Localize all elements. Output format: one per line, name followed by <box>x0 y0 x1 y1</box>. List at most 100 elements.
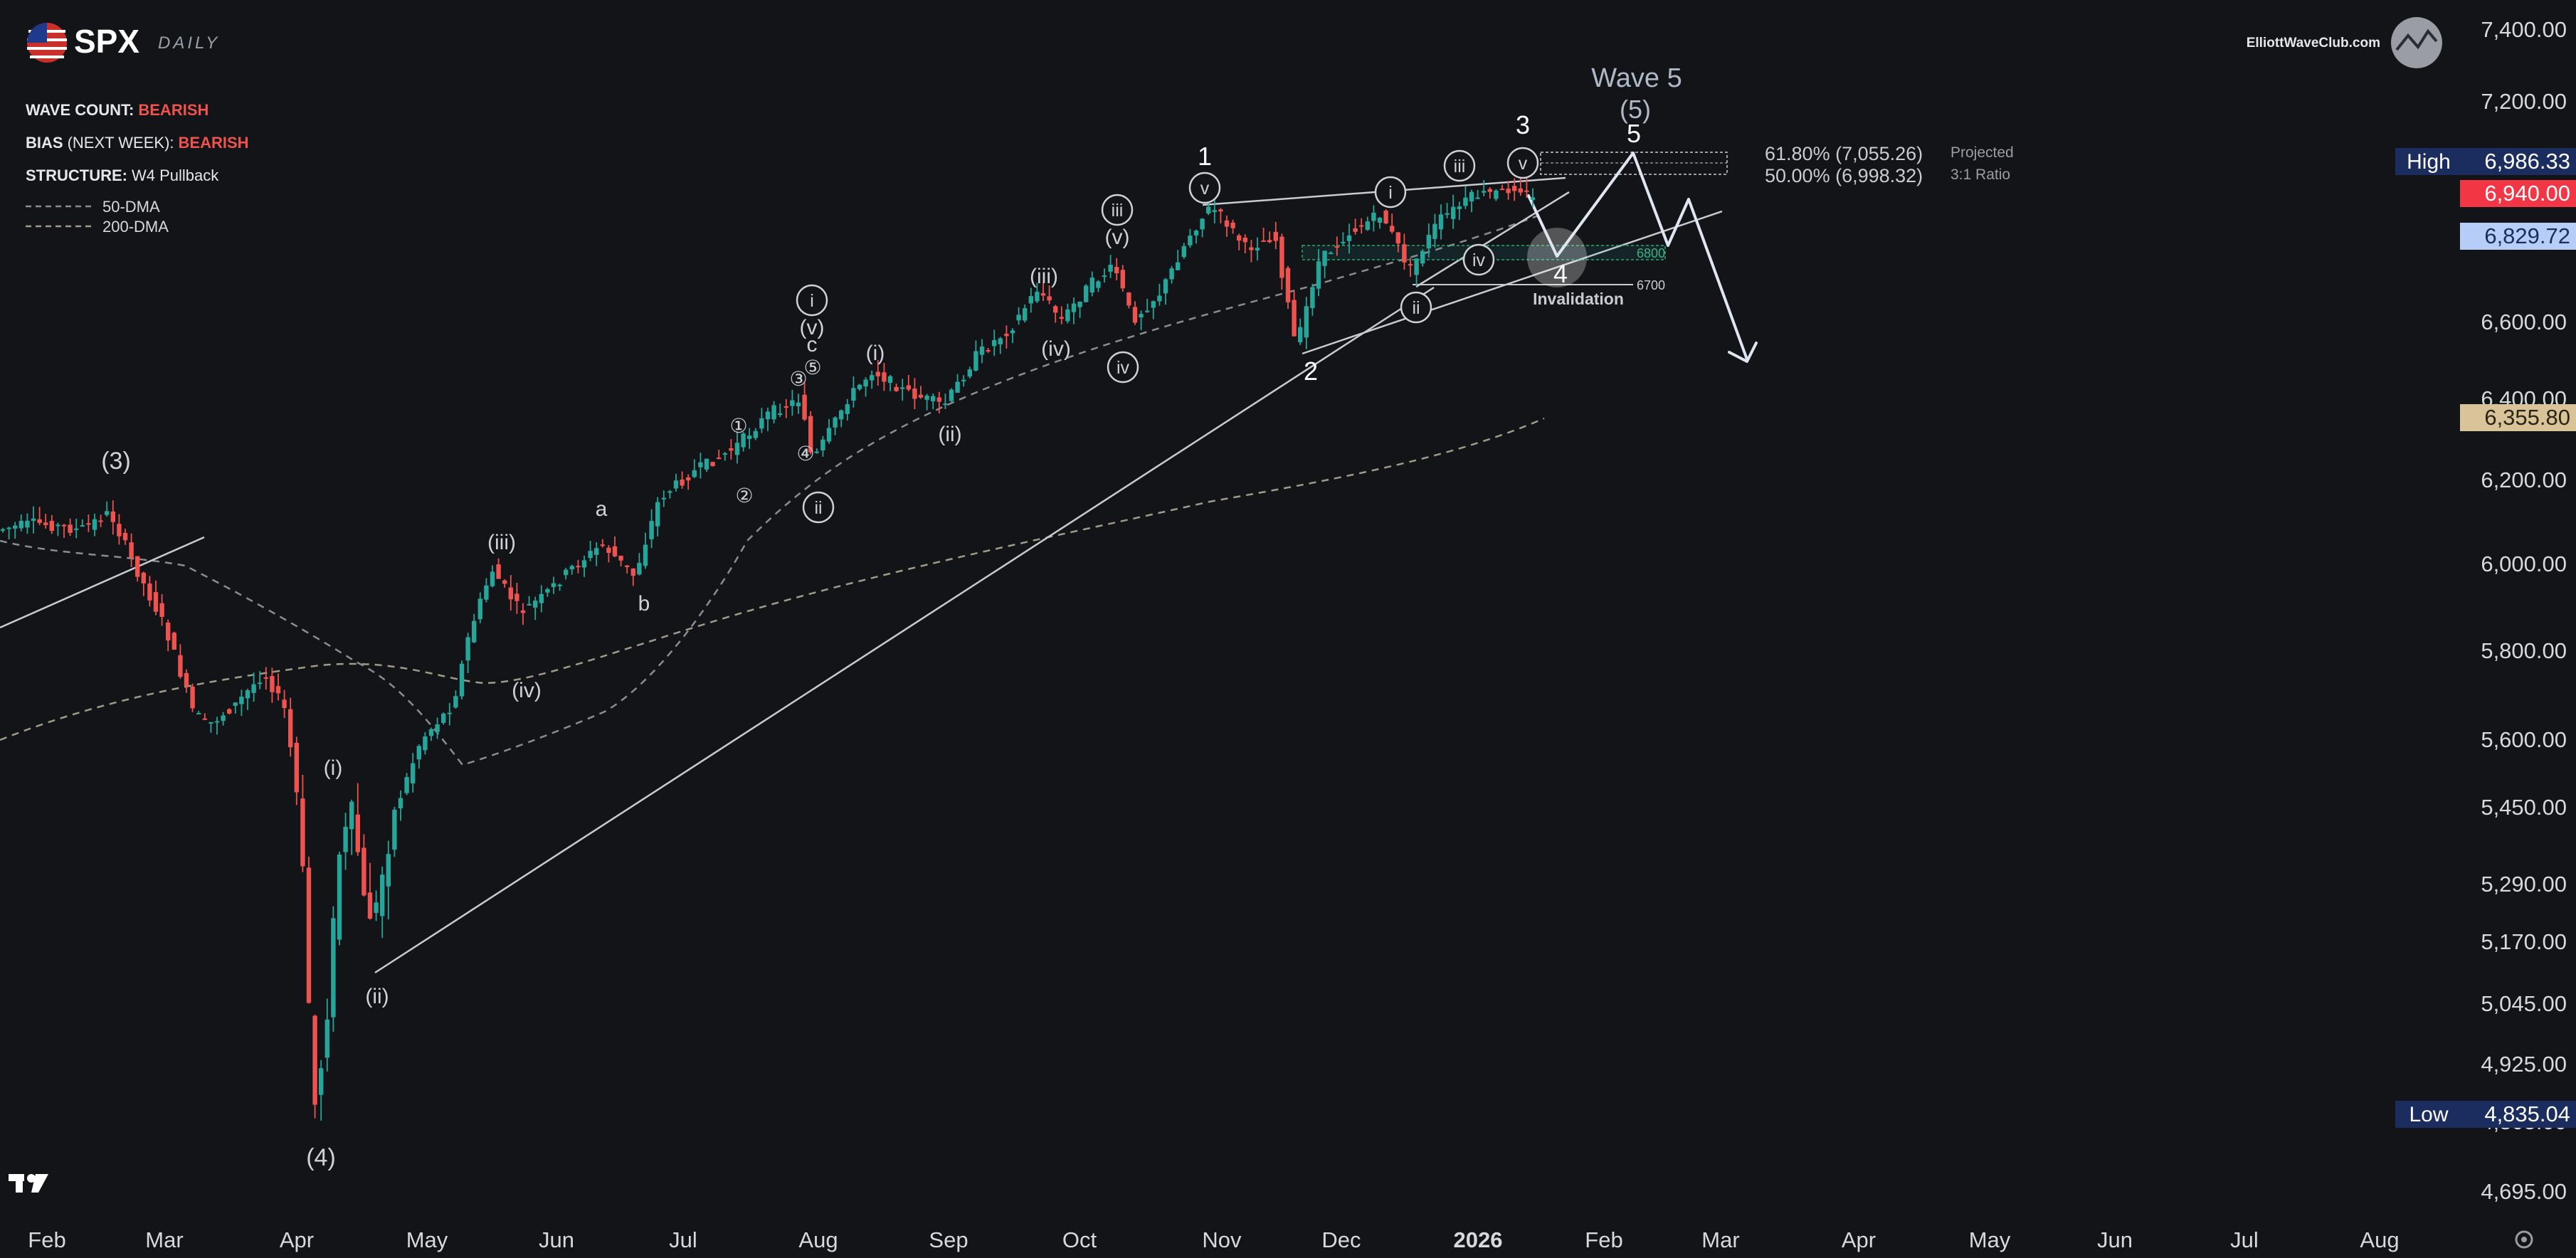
candle <box>875 360 880 386</box>
candle <box>1463 186 1468 209</box>
candle <box>214 717 220 735</box>
brand-logo-icon <box>2391 17 2442 68</box>
candle <box>68 518 73 536</box>
candle <box>1445 203 1450 218</box>
price-tag-value: 6,355.80 <box>2484 405 2570 430</box>
candle <box>0 527 6 533</box>
candle <box>1157 283 1162 306</box>
price-tick: 5,045.00 <box>2481 991 2567 1016</box>
circled-label-r_iii: iii <box>1443 149 1476 182</box>
candle <box>1365 216 1370 231</box>
candle <box>190 683 195 712</box>
tradingview-logo-icon <box>9 1174 48 1193</box>
candle <box>557 583 562 591</box>
candle <box>973 340 978 371</box>
candle <box>1071 297 1077 324</box>
candle <box>1212 197 1217 223</box>
candle <box>1383 209 1388 225</box>
price-tag: 6,940.00 <box>2460 180 2576 207</box>
candle <box>741 431 746 452</box>
candle <box>1530 188 1536 208</box>
candle <box>1426 223 1431 258</box>
candle <box>992 329 997 356</box>
candle <box>441 712 446 725</box>
candle <box>1377 216 1383 229</box>
candle <box>196 711 201 715</box>
candle <box>1506 181 1511 200</box>
candle <box>1487 187 1492 199</box>
candle <box>931 393 936 410</box>
candle <box>1126 292 1131 309</box>
time-tick: 2026 <box>1454 1227 1503 1252</box>
price-tick: 4,695.00 <box>2481 1179 2567 1204</box>
candle <box>1524 177 1529 199</box>
chart-header: SPX DAILY <box>27 23 220 63</box>
level-6700-label: 6700 <box>1637 278 1665 292</box>
legend-200-label: 200-DMA <box>102 218 169 236</box>
time-axis: Feb Mar Apr May Jun Jul Aug Sep Oct Nov Dec 2026 Feb… <box>28 1227 2399 1252</box>
candle <box>56 522 60 536</box>
wave-label-iv-jun: (iv) <box>512 679 542 702</box>
candle <box>722 452 727 461</box>
time-tick: Jun <box>2097 1227 2133 1252</box>
price-tag: High 6,986.33 <box>2395 148 2576 175</box>
timeframe-label: DAILY <box>158 33 220 53</box>
candle <box>166 619 171 652</box>
candle <box>882 363 887 391</box>
time-tick: Feb <box>28 1227 65 1252</box>
candle <box>1108 255 1113 278</box>
candle <box>900 379 905 401</box>
candle <box>159 593 164 626</box>
time-tick: Sep <box>929 1227 968 1252</box>
candle <box>1151 300 1156 319</box>
circled-label-r_i: i <box>796 284 828 317</box>
candle <box>698 453 703 479</box>
candle <box>686 474 691 490</box>
candle <box>312 1014 317 1119</box>
price-tick: 5,450.00 <box>2481 795 2567 820</box>
candle <box>1053 305 1058 323</box>
wave-label-iii-may: (iii) <box>487 531 516 554</box>
price-tag-value: 6,829.72 <box>2484 223 2570 248</box>
candle <box>667 490 672 499</box>
dma-50-line <box>0 212 1545 766</box>
candle <box>734 431 740 464</box>
candle <box>551 576 556 594</box>
candle <box>1102 268 1107 283</box>
wave-label-ii-apr: (ii) <box>365 985 389 1008</box>
time-tick: Mar <box>145 1227 183 1252</box>
price-tick: 4,925.00 <box>2481 1052 2567 1077</box>
svg-text:i: i <box>810 291 814 311</box>
candle <box>465 633 470 674</box>
candle <box>208 722 213 733</box>
candle <box>1163 278 1168 305</box>
time-tick: Feb <box>1585 1227 1622 1252</box>
candle <box>1494 189 1499 201</box>
price-tag: Low 4,835.04 <box>2395 1101 2576 1128</box>
bias-value: BEARISH <box>179 134 249 152</box>
candle <box>404 773 409 796</box>
fib-500-label: 50.00% (6,998.32) <box>1765 165 1923 186</box>
candle <box>576 559 581 574</box>
settings-gear-icon[interactable] <box>2515 1230 2533 1249</box>
wave-label-b: b <box>638 592 650 615</box>
circled-label-r_iii: iii <box>1101 194 1134 226</box>
candle <box>1451 194 1456 229</box>
brand-name: ElliottWaveClub.com <box>2247 36 2380 51</box>
candle <box>936 391 941 414</box>
candle <box>319 1059 324 1121</box>
invalidation-label: Invalidation <box>1533 290 1624 308</box>
circled-label-r_v: v <box>1188 171 1221 204</box>
candle <box>870 370 875 389</box>
wave-label-i-apr: (i) <box>324 756 343 780</box>
svg-text:iii: iii <box>1112 201 1124 221</box>
svg-text:v: v <box>1519 154 1528 174</box>
candle <box>98 514 103 527</box>
candle <box>581 555 587 578</box>
candle <box>857 384 862 391</box>
price-tick: 5,290.00 <box>2481 872 2567 897</box>
candle <box>1482 179 1487 196</box>
